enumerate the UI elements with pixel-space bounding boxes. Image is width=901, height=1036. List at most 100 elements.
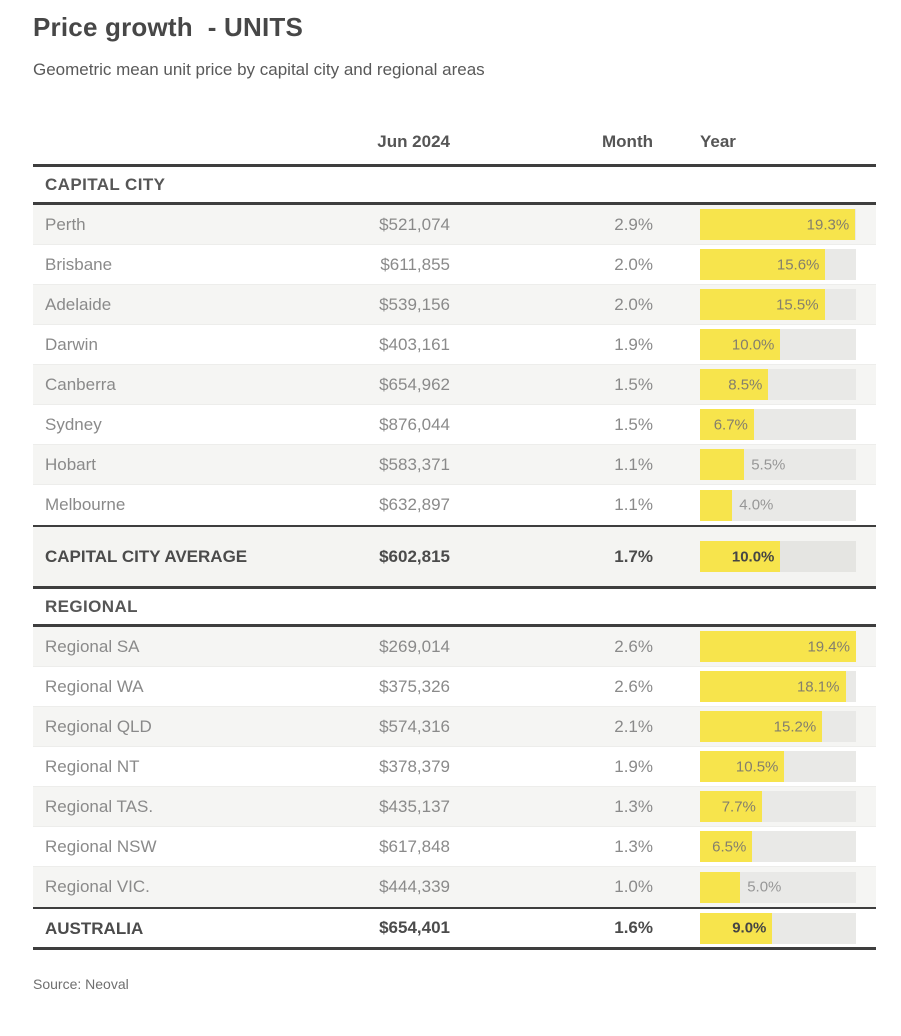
- year-bar-track: 10.0%: [700, 329, 856, 360]
- row-month-change: 1.3%: [614, 796, 653, 816]
- year-bar: [700, 671, 846, 702]
- row-label: CAPITAL CITY AVERAGE: [45, 547, 248, 566]
- table-row-regional-vic: Regional VIC. $444,339 1.0% 5.0%: [33, 867, 876, 907]
- table-row-hobart: Hobart $583,371 1.1% 5.5%: [33, 445, 876, 485]
- row-price: $444,339: [379, 877, 450, 896]
- row-month-change: 2.0%: [614, 294, 653, 314]
- page-title: Price growth - UNITS: [33, 12, 304, 42]
- row-label: Brisbane: [45, 254, 113, 274]
- year-bar-label: 4.0%: [739, 496, 774, 514]
- year-bar: [700, 631, 856, 662]
- row-price: $375,326: [379, 676, 450, 696]
- row-price: $632,897: [379, 495, 450, 514]
- table-row-sydney: Sydney $876,044 1.5% 6.7%: [33, 405, 876, 445]
- year-bar-track: 8.5%: [700, 369, 856, 400]
- year-bar: [700, 791, 762, 822]
- table-row-regional-tas: Regional TAS. $435,137 1.3% 7.7%: [33, 787, 876, 827]
- year-bar-track: 6.5%: [700, 831, 856, 862]
- year-bar-label: 18.1%: [796, 678, 840, 695]
- table-row-melbourne: Melbourne $632,897 1.1% 4.0%: [33, 485, 876, 525]
- year-bar-track: 4.0%: [700, 489, 856, 521]
- row-label: Canberra: [45, 374, 116, 394]
- year-bar: [700, 209, 856, 240]
- row-month-change: 1.5%: [614, 414, 653, 434]
- year-bar-track: 5.0%: [700, 871, 856, 903]
- table-row-regional-wa: Regional WA $375,326 2.6% 18.1%: [33, 667, 876, 707]
- year-bar-label: 6.7%: [713, 416, 748, 433]
- year-bar-label: 8.5%: [728, 376, 763, 393]
- year-bar-label: 15.2%: [773, 718, 817, 735]
- row-price: $654,401: [379, 918, 450, 937]
- row-label: Sydney: [45, 414, 102, 434]
- row-month-change: 1.7%: [614, 546, 653, 566]
- row-month-change: 1.9%: [614, 334, 653, 354]
- row-price: $617,848: [379, 836, 450, 856]
- row-month-change: 2.1%: [614, 716, 653, 736]
- regional-rows: Regional SA $269,014 2.6% 19.4% Regional…: [33, 627, 876, 907]
- table-row-darwin: Darwin $403,161 1.9% 10.0%: [33, 325, 876, 365]
- row-price: $378,379: [379, 756, 450, 776]
- year-bar-track: 19.3%: [700, 209, 856, 240]
- year-bar-label: 9.0%: [732, 919, 767, 937]
- year-bar: [700, 449, 745, 480]
- year-bar-track: 15.5%: [700, 289, 856, 320]
- year-bar: [700, 912, 773, 944]
- row-price: $583,371: [379, 454, 450, 474]
- year-bar-label: 6.5%: [712, 838, 747, 855]
- year-bar-label: 5.0%: [747, 878, 782, 896]
- year-bar-track: 10.0%: [700, 541, 856, 572]
- page-subtitle: Geometric mean unit price by capital cit…: [33, 60, 485, 79]
- row-month-change: 2.0%: [614, 254, 653, 274]
- row-month-change: 1.1%: [614, 495, 653, 514]
- year-bar-track: 15.6%: [700, 249, 856, 280]
- year-bar-label: 19.3%: [806, 216, 850, 233]
- year-bar: [700, 249, 826, 280]
- source-note: Source: Neoval: [33, 976, 129, 992]
- row-label: Regional NT: [45, 756, 140, 776]
- table-row-canberra: Canberra $654,962 1.5% 8.5%: [33, 365, 876, 405]
- row-price: $611,855: [380, 254, 450, 274]
- row-price: $269,014: [379, 636, 450, 656]
- row-label: Melbourne: [45, 495, 126, 514]
- row-month-change: 1.3%: [614, 836, 653, 856]
- capital-city-rows: Perth $521,074 2.9% 19.3% Brisbane $611,…: [33, 205, 876, 525]
- year-bar: [700, 711, 823, 742]
- year-bar-track: 5.5%: [700, 449, 856, 480]
- row-month-change: 2.6%: [614, 636, 653, 656]
- year-bar-track: 7.7%: [700, 791, 856, 822]
- table-row-regional-nt: Regional NT $378,379 1.9% 10.5%: [33, 747, 876, 787]
- row-price: $435,137: [379, 796, 450, 816]
- year-bar-track: 6.7%: [700, 409, 856, 440]
- table-row-australia: AUSTRALIA $654,401 1.6% 9.0%: [33, 907, 876, 950]
- row-label: Hobart: [45, 454, 97, 474]
- row-label: Regional SA: [45, 636, 140, 656]
- year-bar: [700, 329, 781, 360]
- year-bar: [700, 871, 741, 903]
- section-header-regional: REGIONAL: [33, 589, 876, 627]
- year-bar: [700, 541, 781, 572]
- row-label: Adelaide: [45, 294, 112, 314]
- row-month-change: 2.6%: [614, 676, 653, 696]
- price-growth-report: Price growth - UNITS Geometric mean unit…: [33, 12, 876, 992]
- year-bar-label: 10.5%: [735, 758, 779, 775]
- year-bar-track: 15.2%: [700, 711, 856, 742]
- row-month-change: 1.6%: [614, 918, 653, 937]
- table-row-perth: Perth $521,074 2.9% 19.3%: [33, 205, 876, 245]
- row-label: Perth: [45, 214, 86, 234]
- row-price: $521,074: [379, 214, 450, 234]
- year-bar-label: 5.5%: [751, 456, 786, 473]
- table-row-regional-sa: Regional SA $269,014 2.6% 19.4%: [33, 627, 876, 667]
- column-header-year: Year: [700, 132, 736, 151]
- row-price: $539,156: [379, 294, 450, 314]
- year-bar-label: 19.4%: [807, 638, 850, 655]
- year-bar: [700, 289, 825, 320]
- year-bar: [700, 489, 733, 521]
- row-month-change: 1.5%: [614, 374, 653, 394]
- row-month-change: 1.1%: [614, 454, 653, 474]
- year-bar-label: 15.6%: [776, 256, 820, 273]
- year-bar-label: 15.5%: [776, 296, 819, 313]
- table-row-adelaide: Adelaide $539,156 2.0% 15.5%: [33, 285, 876, 325]
- row-price: $654,962: [379, 374, 450, 394]
- column-header-row: Jun 2024 Month Year: [33, 120, 876, 164]
- column-header-month: Month: [602, 132, 653, 151]
